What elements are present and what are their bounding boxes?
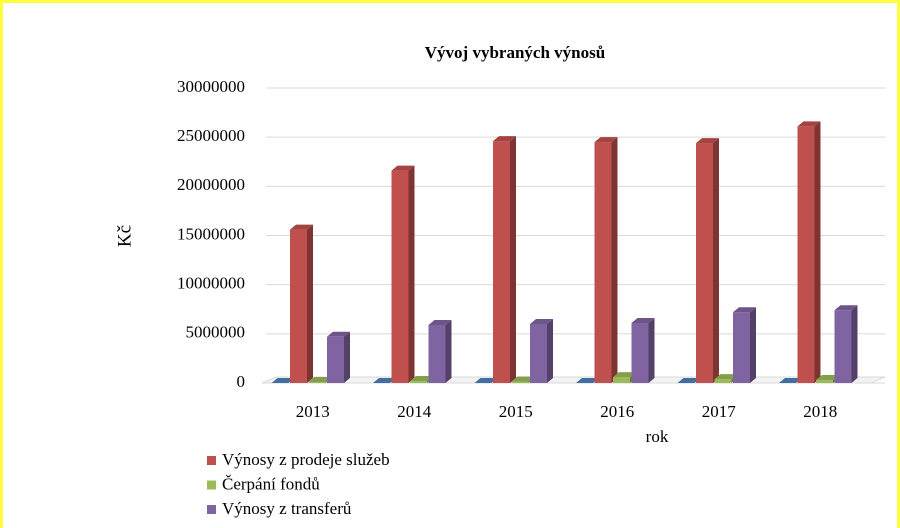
bar-top [511,376,535,382]
legend-swatch [207,505,216,514]
bar-top [613,372,636,378]
bar-top [797,121,821,127]
bar-top [308,377,332,383]
x-tick-label: 2018 [803,402,837,421]
x-tick-label: 2017 [702,402,737,421]
bar-side [648,318,655,383]
legend-swatch [207,480,216,490]
bar-top [696,138,719,144]
bar-top [290,224,313,230]
bar [797,126,815,383]
y-tick-label: 0 [237,372,246,391]
bar [391,170,409,383]
bar-side [344,331,350,383]
y-tick-label: 25000000 [177,126,245,145]
bar [733,312,750,383]
bar-side [510,136,516,383]
bar [410,381,427,383]
x-tick-label: 2016 [600,402,634,421]
bar [594,142,612,383]
bar [613,377,630,383]
y-tick-label: 20000000 [177,175,245,194]
bar [816,380,833,383]
bar-side [445,319,452,383]
bar [696,143,713,383]
bar [834,310,852,383]
bar-top [834,305,858,311]
bar-top [493,136,516,142]
bar-side [307,224,313,383]
bar-top [779,378,802,383]
legend-label: Výnosy z transferů [222,499,352,518]
bar [290,229,307,383]
bar-side [547,319,553,383]
bar-top [327,331,350,337]
x-tick-label: 2015 [499,402,533,421]
legend-swatch [207,456,216,465]
bar [428,324,446,383]
bar [511,381,529,383]
bar-top [271,378,295,383]
bar-top [816,375,839,381]
bar-top [576,378,599,383]
bar [493,141,510,383]
bar-side [408,165,415,383]
bar-top [677,378,701,383]
bar-top [373,378,396,383]
chart-title: Vývoj vybraných výnosů [425,43,605,62]
bar-side [713,138,719,383]
bar-side [611,137,618,383]
bar [631,323,649,383]
bar-top [410,376,433,382]
legend-label: Čerpání fondů [222,474,320,493]
y-tick-label: 15000000 [177,224,245,243]
y-tick-label: 30000000 [177,77,245,96]
bar-side [814,121,821,383]
x-tick-label: 2014 [397,402,432,421]
bar [327,336,344,383]
bar-top [714,374,738,380]
bar-top [530,319,553,324]
y-tick-label: 5000000 [186,323,246,342]
bar-top [631,318,655,324]
bar-top [391,165,415,171]
bar-side [750,307,756,383]
bar-top [594,137,618,143]
bar-top [733,307,756,313]
x-tick-label: 2013 [296,402,330,421]
bar [530,324,547,383]
bar-top [428,319,452,325]
bar-side [851,305,858,383]
bar [714,379,732,383]
y-tick-label: 10000000 [177,274,245,293]
bar-top [474,378,498,383]
bar [308,382,326,383]
legend-label: Výnosy z prodeje služeb [222,450,390,469]
y-axis-label: Kč [114,225,135,247]
x-axis-label: rok [646,427,669,446]
